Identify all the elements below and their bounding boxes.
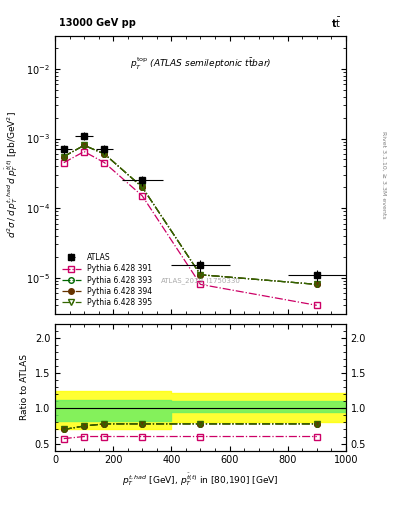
Pythia 6.428 394 bbox=[61, 154, 66, 160]
Pythia 6.428 393 bbox=[61, 154, 66, 160]
Line: Pythia 6.428 394: Pythia 6.428 394 bbox=[61, 142, 320, 287]
Pythia 6.428 395 bbox=[198, 272, 203, 278]
Pythia 6.428 395 bbox=[82, 142, 86, 148]
Pythia 6.428 395 bbox=[140, 184, 145, 190]
Legend: ATLAS, Pythia 6.428 391, Pythia 6.428 393, Pythia 6.428 394, Pythia 6.428 395: ATLAS, Pythia 6.428 391, Pythia 6.428 39… bbox=[59, 250, 155, 310]
Pythia 6.428 391 bbox=[314, 302, 319, 308]
Line: Pythia 6.428 391: Pythia 6.428 391 bbox=[61, 149, 320, 308]
Pythia 6.428 394 bbox=[140, 184, 145, 190]
Text: ATLAS_2019_I1750330: ATLAS_2019_I1750330 bbox=[160, 278, 241, 284]
Pythia 6.428 391 bbox=[140, 193, 145, 199]
Pythia 6.428 395 bbox=[61, 154, 66, 160]
Y-axis label: Ratio to ATLAS: Ratio to ATLAS bbox=[20, 354, 29, 420]
Pythia 6.428 393 bbox=[140, 184, 145, 190]
Text: t$\bar{\mathrm{t}}$: t$\bar{\mathrm{t}}$ bbox=[331, 16, 342, 30]
Pythia 6.428 394 bbox=[314, 281, 319, 287]
Pythia 6.428 393 bbox=[82, 142, 86, 148]
Pythia 6.428 393 bbox=[198, 272, 203, 278]
Pythia 6.428 391 bbox=[61, 160, 66, 166]
Pythia 6.428 394 bbox=[102, 151, 107, 157]
Text: 13000 GeV pp: 13000 GeV pp bbox=[59, 18, 136, 28]
Line: Pythia 6.428 393: Pythia 6.428 393 bbox=[61, 142, 320, 287]
Pythia 6.428 395 bbox=[314, 281, 319, 287]
Text: Rivet 3.1.10, ≥ 3.3M events: Rivet 3.1.10, ≥ 3.3M events bbox=[381, 131, 386, 219]
Pythia 6.428 391 bbox=[198, 281, 203, 287]
X-axis label: $p_T^{t,had}$ [GeV], $p_T^{\bar{t}(t)}$ in [80,190] [GeV]: $p_T^{t,had}$ [GeV], $p_T^{\bar{t}(t)}$ … bbox=[122, 471, 279, 488]
Pythia 6.428 394 bbox=[198, 272, 203, 278]
Pythia 6.428 391 bbox=[82, 148, 86, 155]
Text: $p_T^{\mathrm{top}}$ (ATLAS semileptonic t$\bar{\mathrm{t}}$bar): $p_T^{\mathrm{top}}$ (ATLAS semileptonic… bbox=[130, 55, 271, 72]
Pythia 6.428 393 bbox=[102, 151, 107, 157]
Pythia 6.428 391 bbox=[102, 160, 107, 166]
Pythia 6.428 395 bbox=[102, 151, 107, 157]
Pythia 6.428 393 bbox=[314, 281, 319, 287]
Y-axis label: $d^2\sigma\,/\,d\,p_T^{t,had}\,d\,p_T^{\bar{t}(t)}$ [pb/GeV$^2$]: $d^2\sigma\,/\,d\,p_T^{t,had}\,d\,p_T^{\… bbox=[4, 112, 20, 239]
Pythia 6.428 394 bbox=[82, 142, 86, 148]
Line: Pythia 6.428 395: Pythia 6.428 395 bbox=[61, 142, 320, 287]
